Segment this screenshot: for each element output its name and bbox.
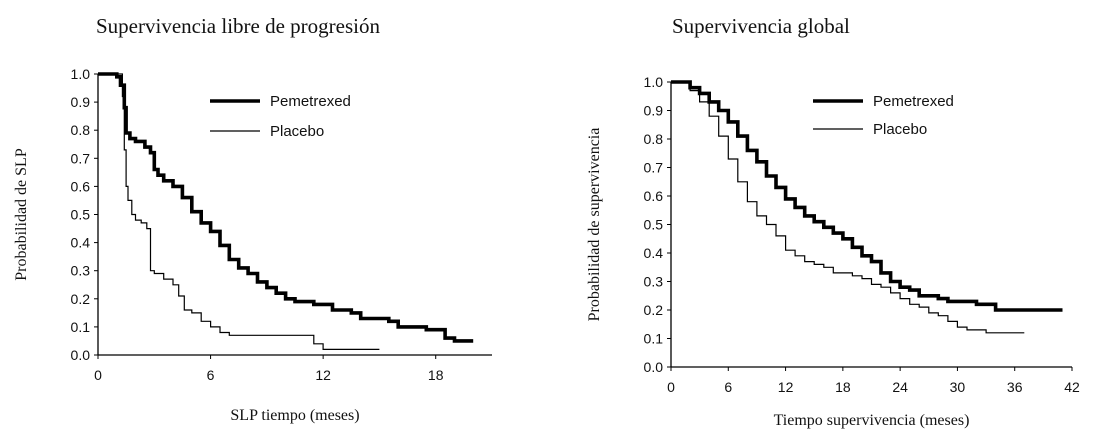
y-tick-label: 0.8 (71, 122, 91, 138)
y-tick-label: 0.3 (71, 263, 91, 279)
series-line-placebo (671, 81, 1025, 334)
x-tick-label: 12 (315, 367, 331, 383)
x-tick-label: 0 (94, 367, 102, 383)
x-tick-label: 12 (778, 379, 794, 395)
y-tick-label: 0.4 (71, 235, 91, 251)
series-line-pemetrexed (671, 80, 1063, 312)
y-tick-label: 1.0 (644, 74, 664, 90)
chart-title: Supervivencia libre de progresión (96, 14, 380, 38)
os-chart-svg: 0.0 0.1 0.2 0.3 0.4 0.5 0.6 0.7 0.8 0.9 1.0 0 6 12 18 2… (586, 74, 1080, 429)
y-tick-label: 0.8 (644, 131, 664, 147)
series-line-placebo (98, 73, 380, 350)
legend-label: Pemetrexed (873, 93, 954, 110)
x-axis-label: Tiempo supervivencia (meses) (774, 412, 970, 429)
y-tick-label: 0.3 (644, 274, 664, 290)
y-tick-label: 0.4 (644, 245, 664, 261)
y-tick-label: 0.1 (71, 319, 91, 335)
os-chart-panel: Supervivencia global 0.0 0.1 0.2 0.3 0.4 0.5 0… (551, 0, 1103, 433)
y-tick-label: 0.9 (71, 94, 91, 110)
x-tick-label: 0 (667, 379, 675, 395)
y-tick-label: 0.7 (644, 160, 664, 176)
x-tick-label: 36 (1007, 379, 1023, 395)
y-tick-label: 0.2 (644, 302, 664, 318)
y-tick-label: 0.0 (71, 347, 91, 363)
x-tick-label: 42 (1064, 379, 1080, 395)
y-tick-label: 0.5 (644, 217, 664, 233)
pfs-chart-svg: 0.0 0.1 0.2 0.3 0.4 0.5 0.6 0.7 0.8 0.9 1.0 0 6 12 18 S… (13, 66, 492, 424)
y-axis-label: Probabilidad de SLP (13, 148, 30, 281)
x-tick-label: 6 (724, 379, 732, 395)
y-tick-label: 0.9 (644, 103, 664, 119)
pfs-chart-panel: Supervivencia libre de progresión 0.0 0.1… (0, 0, 551, 433)
legend-label: Placebo (873, 121, 927, 138)
x-tick-label: 18 (835, 379, 851, 395)
y-tick-label: 0.0 (644, 359, 664, 375)
y-tick-label: 0.1 (644, 331, 664, 347)
series-line-pemetrexed (98, 72, 474, 343)
x-tick-label: 6 (207, 367, 215, 383)
y-tick-label: 0.6 (644, 188, 664, 204)
y-axis-label: Probabilidad de supervivencia (586, 128, 603, 322)
x-tick-label: 30 (950, 379, 966, 395)
y-tick-label: 1.0 (71, 66, 91, 82)
x-axis-label: SLP tiempo (meses) (230, 407, 359, 424)
x-tick-label: 18 (428, 367, 444, 383)
y-tick-label: 0.5 (71, 207, 91, 223)
y-tick-label: 0.6 (71, 178, 91, 194)
y-tick-label: 0.7 (71, 150, 91, 166)
y-tick-label: 0.2 (71, 291, 91, 307)
legend-label: Pemetrexed (270, 93, 351, 110)
legend-label: Placebo (270, 123, 324, 140)
chart-title: Supervivencia global (672, 14, 850, 38)
x-tick-label: 24 (892, 379, 908, 395)
